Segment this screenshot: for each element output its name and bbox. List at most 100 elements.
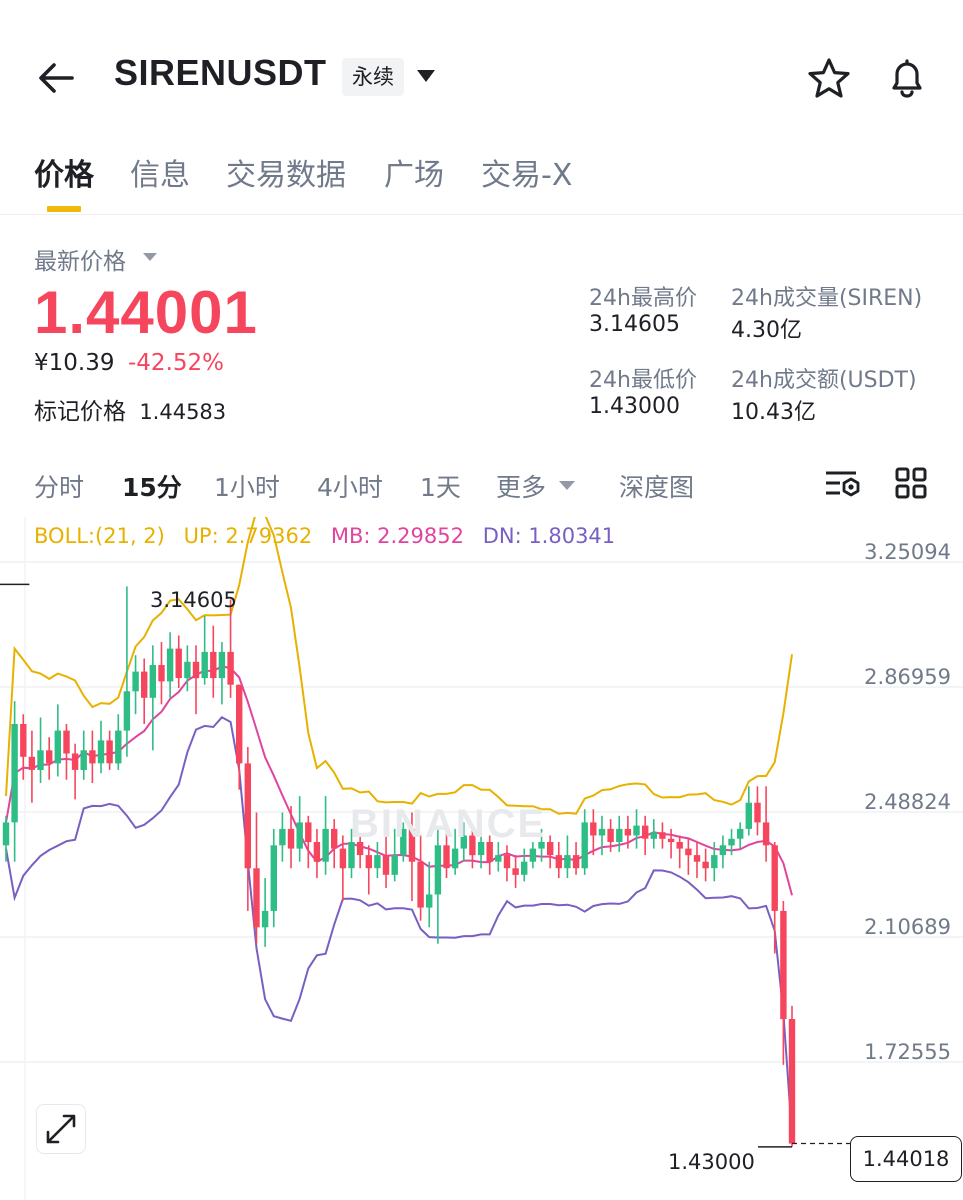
boll-legend: BOLL:(21, 2) UP: 2.79362 MB: 2.29852 DN:…: [34, 524, 627, 548]
tab-info[interactable]: 信息: [130, 158, 190, 193]
high-24h-value: 3.14605: [589, 312, 680, 337]
interval-more[interactable]: 更多: [496, 473, 547, 502]
candle-body: [469, 835, 476, 856]
candle-body: [365, 855, 372, 869]
interval-1d[interactable]: 1天: [420, 473, 461, 502]
candle-body: [166, 648, 174, 682]
mark-price-label: 标记价格: [34, 399, 126, 425]
candle-body: [719, 845, 727, 856]
candle-body: [37, 750, 44, 770]
candle-body: [451, 848, 459, 869]
tab-square[interactable]: 广场: [384, 158, 444, 193]
interval-1h[interactable]: 1小时: [214, 473, 280, 502]
low-24h-value: 1.43000: [589, 394, 680, 419]
contract-type-badge: 永续: [342, 58, 404, 96]
low-24h-label: 24h最低价: [589, 368, 697, 393]
mark-price-row: 标记价格 1.44583: [34, 392, 226, 426]
candle-body: [287, 828, 295, 849]
candle-body: [132, 671, 139, 692]
last-price-label[interactable]: 最新价格: [34, 249, 126, 275]
candle-body: [28, 756, 36, 770]
high-24h-label: 24h最高价: [589, 286, 697, 311]
y-axis-tick: 1.72555: [864, 1040, 951, 1064]
change-percent: -42.52%: [128, 350, 224, 376]
candle-body: [616, 828, 623, 842]
layout-grid-icon[interactable]: [894, 466, 928, 500]
last-price: 1.44001: [34, 279, 258, 346]
candle-body: [63, 730, 70, 754]
candle-body: [788, 1019, 796, 1144]
candle-body: [201, 651, 208, 679]
candle-body: [728, 838, 735, 846]
candle-body: [313, 842, 321, 862]
candle-body: [106, 740, 113, 764]
y-axis-tick: 2.48824: [864, 790, 951, 814]
tab-trade-x[interactable]: 交易-X: [481, 158, 573, 193]
candle-body: [115, 730, 122, 764]
symbol-title[interactable]: SIRENUSDT: [114, 52, 327, 93]
chevron-down-icon[interactable]: [414, 68, 438, 84]
candle-body: [754, 802, 761, 823]
candle-body: [184, 661, 191, 679]
candle-body: [702, 861, 709, 869]
caret-down-icon[interactable]: [142, 252, 158, 262]
candle-body: [529, 848, 537, 862]
candle-body: [80, 750, 87, 770]
active-tab-indicator: [47, 206, 81, 212]
candle-body: [71, 753, 79, 770]
vol-quote-label: 24h成交额(USDT): [731, 368, 917, 393]
candle-body: [175, 648, 182, 679]
candle-body: [685, 848, 692, 856]
boll-params: BOLL:(21, 2): [34, 524, 165, 548]
candle-body: [20, 724, 27, 757]
candle-body: [408, 828, 416, 862]
candlestick-chart[interactable]: [0, 517, 963, 1200]
candle-body: [97, 740, 105, 764]
candle-body: [305, 822, 312, 843]
candle-body: [633, 825, 640, 836]
interval-timeline[interactable]: 分时: [34, 473, 85, 502]
main-tabs: 价格 信息 交易数据 广场 交易-X: [0, 140, 963, 215]
candle-body: [737, 828, 744, 839]
boll-up-value: UP: 2.79362: [183, 524, 313, 548]
candle-body: [607, 828, 614, 842]
tab-price[interactable]: 价格: [34, 158, 94, 193]
vol-quote-value: 10.43亿: [731, 400, 816, 425]
star-icon[interactable]: [806, 56, 852, 102]
candle-body: [54, 730, 61, 764]
candle-body: [270, 845, 277, 911]
depth-chart-tab[interactable]: 深度图: [619, 473, 695, 502]
candle-body: [253, 868, 260, 928]
candle-body: [356, 842, 364, 856]
back-arrow-icon[interactable]: [34, 56, 78, 100]
bell-icon[interactable]: [884, 55, 930, 101]
candle-body: [555, 855, 562, 869]
boll-lower-line: [5, 716, 793, 1137]
candle-body: [89, 750, 96, 764]
expand-icon: [46, 1114, 76, 1144]
fullscreen-button[interactable]: [36, 1104, 86, 1154]
candle-body: [512, 868, 519, 875]
candle-body: [762, 822, 770, 846]
interval-4h[interactable]: 4小时: [317, 473, 383, 502]
candle-body: [149, 665, 156, 698]
more-caret-icon[interactable]: [558, 480, 576, 491]
candle-body: [711, 855, 718, 869]
interval-15m[interactable]: 15分: [122, 473, 182, 502]
candle-body: [236, 684, 243, 764]
candle-body: [2, 822, 10, 846]
low-marker-label: 1.43000: [668, 1150, 755, 1174]
candle-body: [426, 894, 433, 908]
candle-body: [624, 828, 632, 836]
indicator-settings-icon[interactable]: [822, 466, 862, 502]
candle-body: [503, 855, 511, 869]
mark-price-value: 1.44583: [139, 400, 227, 424]
tab-trading-data[interactable]: 交易数据: [226, 158, 346, 193]
candle-body: [676, 842, 683, 849]
candle-body: [693, 855, 701, 862]
candle-body: [331, 828, 338, 849]
price-chart[interactable]: [0, 517, 963, 1200]
candle-body: [598, 828, 606, 836]
candle-body: [495, 855, 502, 862]
candle-body: [547, 842, 554, 856]
